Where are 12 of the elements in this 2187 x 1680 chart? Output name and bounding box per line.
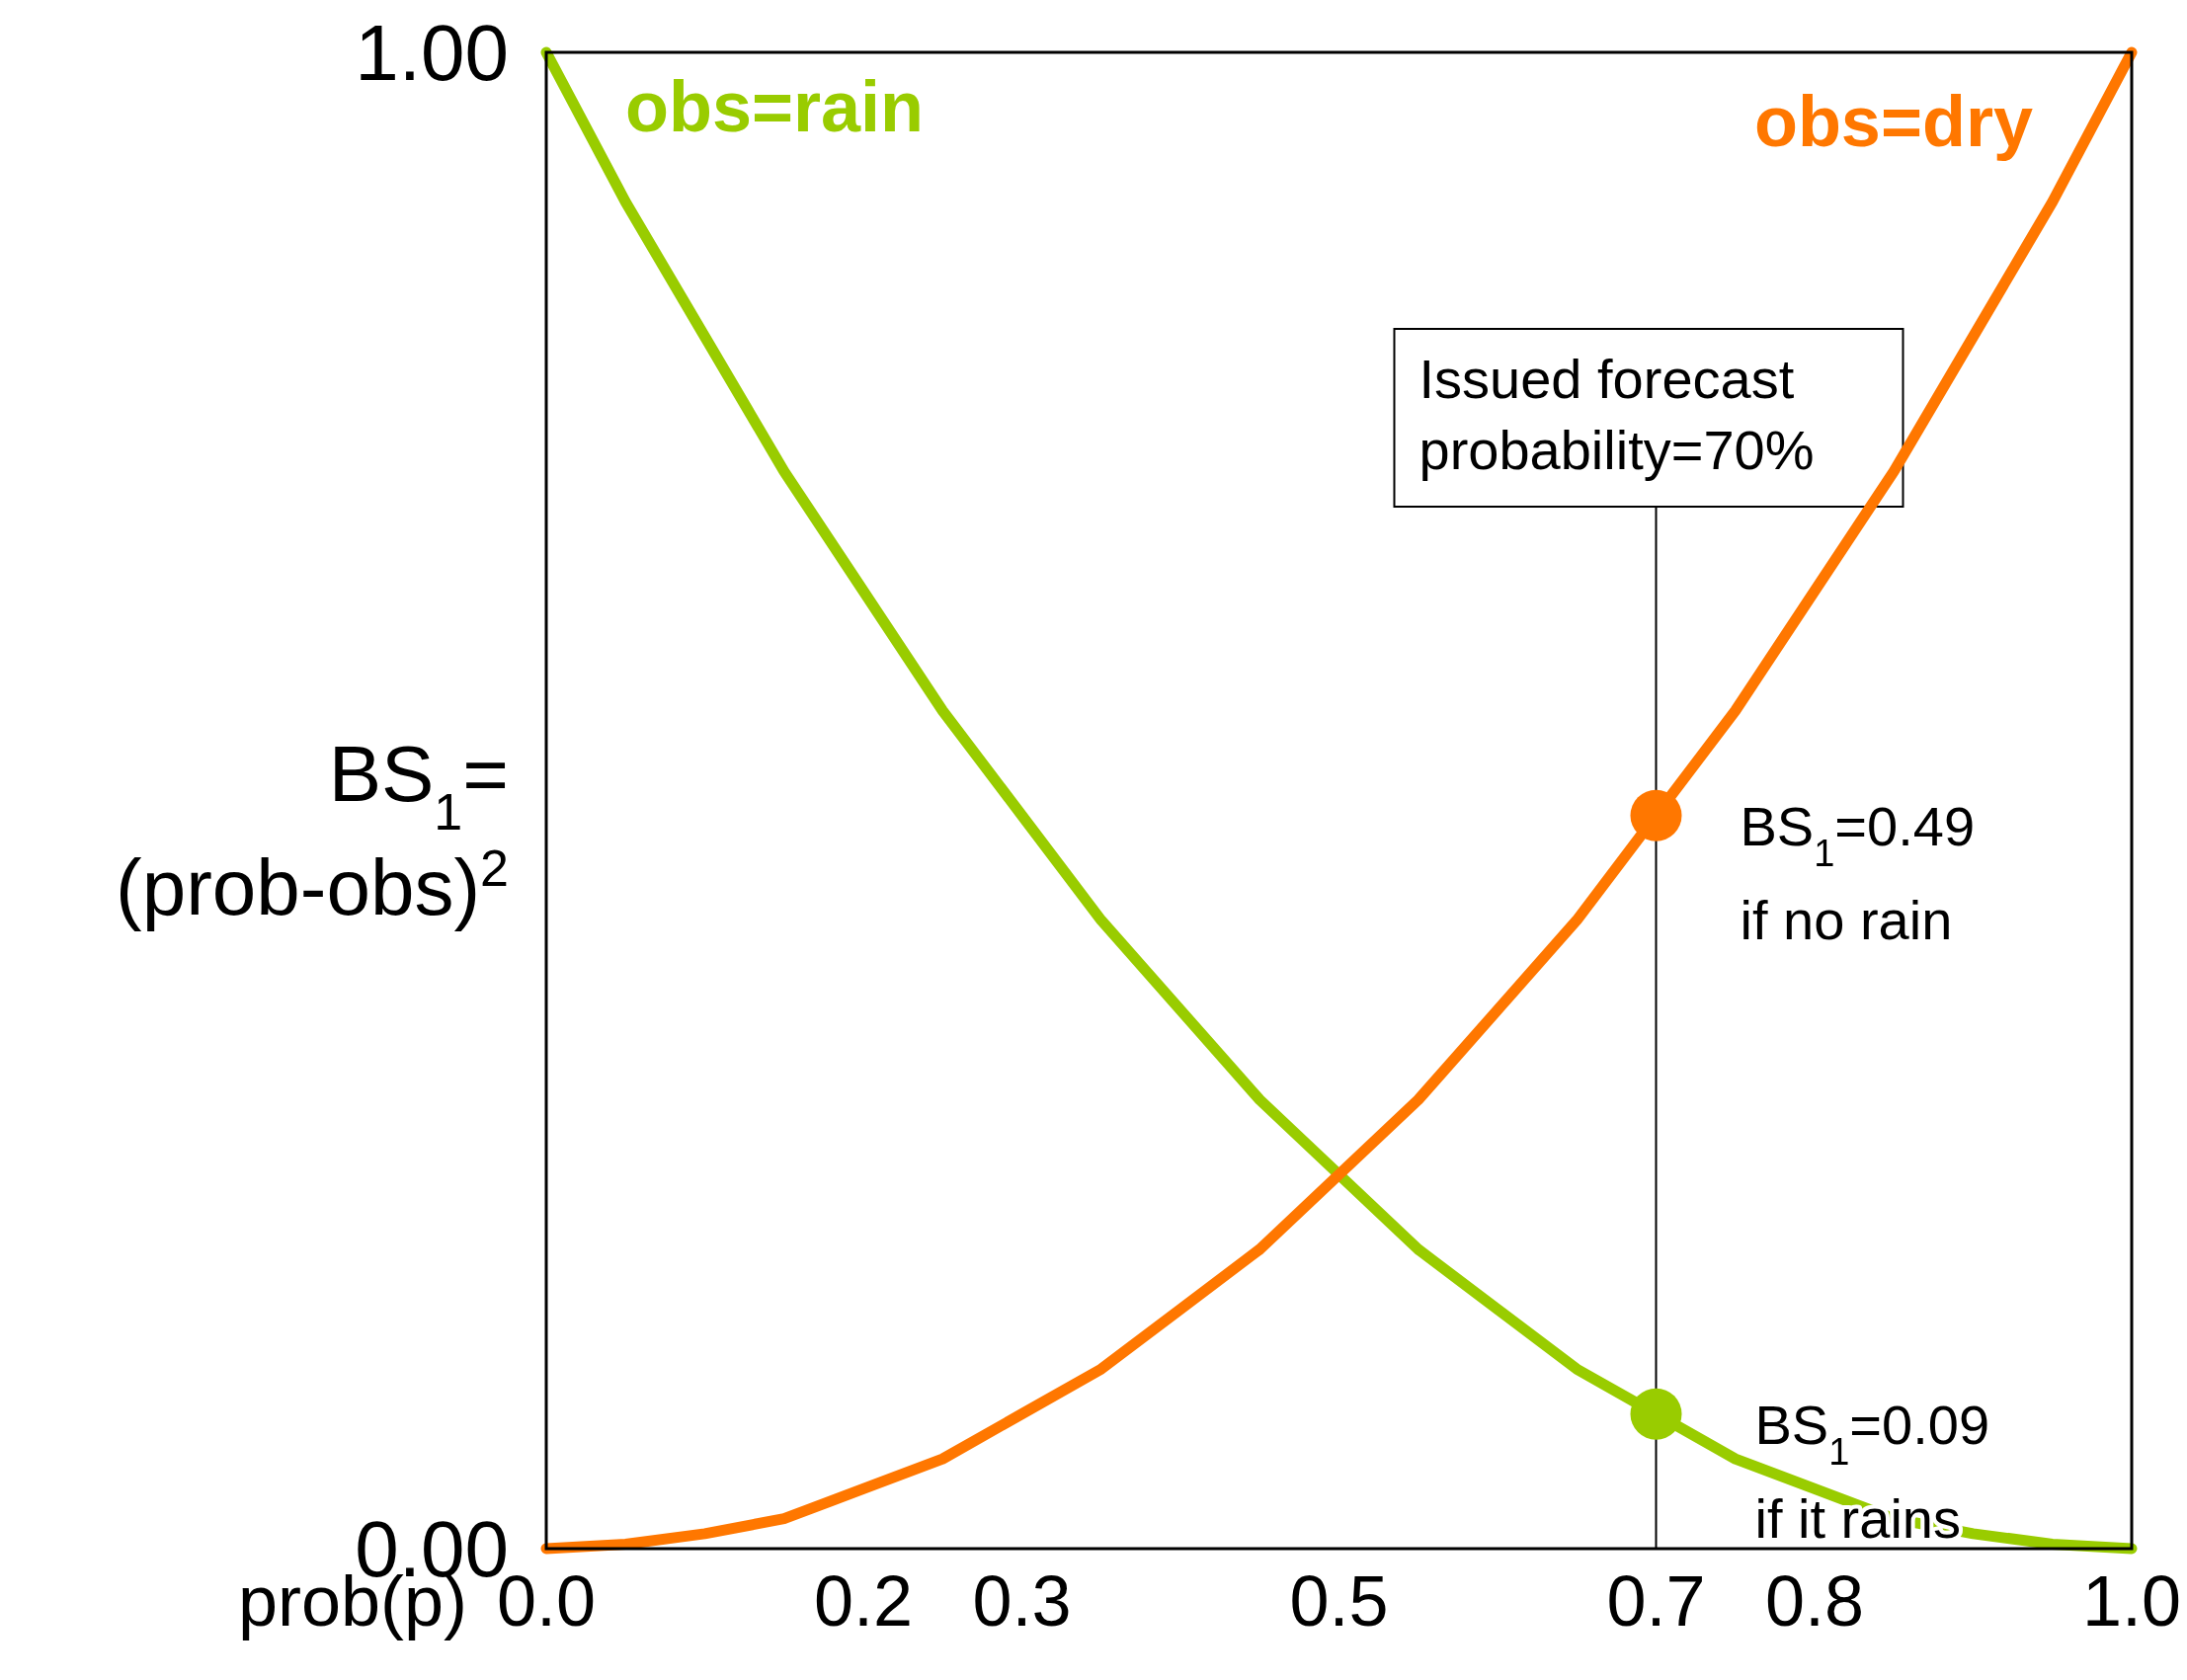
x-tick-label: 0.3 — [972, 1561, 1072, 1640]
ref-line-label: Issued forecast probability=70% — [1418, 348, 1815, 481]
y-tick-label: 1.00 — [355, 9, 509, 97]
series-label: obs=dry — [1753, 82, 2033, 161]
y-axis-title: BS$_{1}$= (prob-obs)$^{2}$ — [116, 729, 509, 931]
x-tick-label: 0.8 — [1764, 1561, 1865, 1640]
x-tick-label: 1.0 — [2081, 1561, 2182, 1640]
series-label: obs=rain — [625, 67, 925, 146]
annotation: BS$_{1}$=0.49 if no rain — [1740, 794, 1976, 951]
x-tick-label: 0.5 — [1289, 1561, 1389, 1640]
x-tick-label: 0.2 — [813, 1561, 914, 1640]
x-tick-label: 0.7 — [1606, 1561, 1706, 1640]
